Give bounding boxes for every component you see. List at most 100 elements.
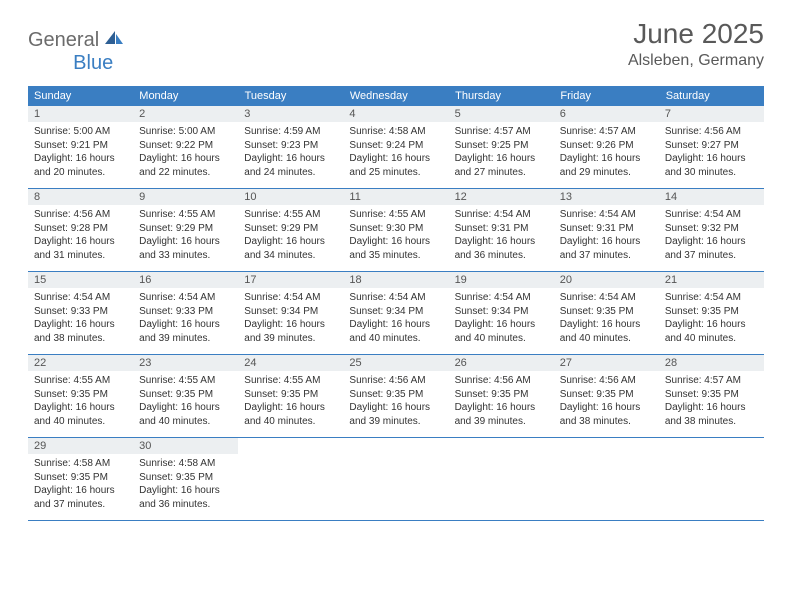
week-row: 1Sunrise: 5:00 AMSunset: 9:21 PMDaylight…: [28, 106, 764, 189]
daylight-line: Daylight: 16 hours and 40 minutes.: [349, 318, 442, 345]
sunset-line: Sunset: 9:35 PM: [455, 388, 548, 402]
day-cell: 6Sunrise: 4:57 AMSunset: 9:26 PMDaylight…: [554, 106, 659, 188]
day-body: Sunrise: 4:58 AMSunset: 9:35 PMDaylight:…: [28, 454, 133, 515]
day-cell: [238, 438, 343, 520]
weekday-tuesday: Tuesday: [239, 86, 344, 106]
sunset-line: Sunset: 9:35 PM: [34, 388, 127, 402]
daylight-line: Daylight: 16 hours and 40 minutes.: [244, 401, 337, 428]
sunrise-line: Sunrise: 4:58 AM: [139, 457, 232, 471]
week-row: 22Sunrise: 4:55 AMSunset: 9:35 PMDayligh…: [28, 355, 764, 438]
day-number: 22: [28, 355, 133, 371]
daylight-line: Daylight: 16 hours and 38 minutes.: [34, 318, 127, 345]
daylight-line: Daylight: 16 hours and 20 minutes.: [34, 152, 127, 179]
day-cell: [659, 438, 764, 520]
sunrise-line: Sunrise: 4:54 AM: [455, 291, 548, 305]
day-number: 26: [449, 355, 554, 371]
logo-text-general: General: [28, 29, 99, 52]
sunset-line: Sunset: 9:31 PM: [560, 222, 653, 236]
day-cell: 27Sunrise: 4:56 AMSunset: 9:35 PMDayligh…: [554, 355, 659, 437]
day-body: Sunrise: 4:57 AMSunset: 9:26 PMDaylight:…: [554, 122, 659, 183]
day-body: Sunrise: 4:54 AMSunset: 9:33 PMDaylight:…: [133, 288, 238, 349]
day-number: 23: [133, 355, 238, 371]
sunrise-line: Sunrise: 4:56 AM: [560, 374, 653, 388]
logo-text-blue: Blue: [73, 52, 113, 75]
sunset-line: Sunset: 9:35 PM: [139, 388, 232, 402]
sunrise-line: Sunrise: 4:56 AM: [455, 374, 548, 388]
day-cell: 21Sunrise: 4:54 AMSunset: 9:35 PMDayligh…: [659, 272, 764, 354]
day-body: Sunrise: 4:55 AMSunset: 9:29 PMDaylight:…: [133, 205, 238, 266]
day-body: Sunrise: 4:54 AMSunset: 9:35 PMDaylight:…: [659, 288, 764, 349]
daylight-line: Daylight: 16 hours and 30 minutes.: [665, 152, 758, 179]
day-number: 13: [554, 189, 659, 205]
day-number: 6: [554, 106, 659, 122]
daylight-line: Daylight: 16 hours and 40 minutes.: [34, 401, 127, 428]
day-number: 29: [28, 438, 133, 454]
sunset-line: Sunset: 9:23 PM: [244, 139, 337, 153]
sunset-line: Sunset: 9:32 PM: [665, 222, 758, 236]
day-number: 28: [659, 355, 764, 371]
day-cell: [449, 438, 554, 520]
title-block: June 2025 Alsleben, Germany: [628, 18, 764, 70]
day-number: 21: [659, 272, 764, 288]
sunset-line: Sunset: 9:35 PM: [665, 388, 758, 402]
day-cell: 7Sunrise: 4:56 AMSunset: 9:27 PMDaylight…: [659, 106, 764, 188]
day-number: 25: [343, 355, 448, 371]
day-body: Sunrise: 4:57 AMSunset: 9:35 PMDaylight:…: [659, 371, 764, 432]
sunrise-line: Sunrise: 5:00 AM: [34, 125, 127, 139]
sunrise-line: Sunrise: 4:55 AM: [139, 208, 232, 222]
week-row: 15Sunrise: 4:54 AMSunset: 9:33 PMDayligh…: [28, 272, 764, 355]
day-cell: 3Sunrise: 4:59 AMSunset: 9:23 PMDaylight…: [238, 106, 343, 188]
sunrise-line: Sunrise: 4:56 AM: [349, 374, 442, 388]
day-number: 4: [343, 106, 448, 122]
day-cell: 17Sunrise: 4:54 AMSunset: 9:34 PMDayligh…: [238, 272, 343, 354]
sunset-line: Sunset: 9:25 PM: [455, 139, 548, 153]
sunset-line: Sunset: 9:26 PM: [560, 139, 653, 153]
daylight-line: Daylight: 16 hours and 37 minutes.: [560, 235, 653, 262]
sunset-line: Sunset: 9:34 PM: [455, 305, 548, 319]
day-number: 19: [449, 272, 554, 288]
day-number: 3: [238, 106, 343, 122]
sunrise-line: Sunrise: 4:54 AM: [665, 208, 758, 222]
sunset-line: Sunset: 9:35 PM: [244, 388, 337, 402]
day-body: Sunrise: 4:54 AMSunset: 9:33 PMDaylight:…: [28, 288, 133, 349]
day-cell: [343, 438, 448, 520]
day-number: 14: [659, 189, 764, 205]
sunset-line: Sunset: 9:21 PM: [34, 139, 127, 153]
day-cell: 25Sunrise: 4:56 AMSunset: 9:35 PMDayligh…: [343, 355, 448, 437]
daylight-line: Daylight: 16 hours and 40 minutes.: [560, 318, 653, 345]
sunrise-line: Sunrise: 5:00 AM: [139, 125, 232, 139]
sunrise-line: Sunrise: 4:54 AM: [560, 208, 653, 222]
sunrise-line: Sunrise: 4:55 AM: [139, 374, 232, 388]
day-number: 27: [554, 355, 659, 371]
logo: General Blue: [28, 18, 113, 63]
day-cell: 18Sunrise: 4:54 AMSunset: 9:34 PMDayligh…: [343, 272, 448, 354]
day-body: Sunrise: 4:56 AMSunset: 9:28 PMDaylight:…: [28, 205, 133, 266]
sunrise-line: Sunrise: 4:58 AM: [34, 457, 127, 471]
day-body: Sunrise: 4:56 AMSunset: 9:35 PMDaylight:…: [554, 371, 659, 432]
sunrise-line: Sunrise: 4:55 AM: [244, 208, 337, 222]
day-number: 24: [238, 355, 343, 371]
day-number: 10: [238, 189, 343, 205]
daylight-line: Daylight: 16 hours and 40 minutes.: [665, 318, 758, 345]
day-body: Sunrise: 4:54 AMSunset: 9:34 PMDaylight:…: [238, 288, 343, 349]
day-number: 18: [343, 272, 448, 288]
daylight-line: Daylight: 16 hours and 37 minutes.: [665, 235, 758, 262]
sunrise-line: Sunrise: 4:55 AM: [349, 208, 442, 222]
day-cell: 11Sunrise: 4:55 AMSunset: 9:30 PMDayligh…: [343, 189, 448, 271]
daylight-line: Daylight: 16 hours and 36 minutes.: [139, 484, 232, 511]
daylight-line: Daylight: 16 hours and 24 minutes.: [244, 152, 337, 179]
sunset-line: Sunset: 9:27 PM: [665, 139, 758, 153]
day-number: 2: [133, 106, 238, 122]
sunset-line: Sunset: 9:29 PM: [244, 222, 337, 236]
day-number: 9: [133, 189, 238, 205]
sunset-line: Sunset: 9:29 PM: [139, 222, 232, 236]
daylight-line: Daylight: 16 hours and 34 minutes.: [244, 235, 337, 262]
day-cell: 5Sunrise: 4:57 AMSunset: 9:25 PMDaylight…: [449, 106, 554, 188]
day-body: Sunrise: 4:54 AMSunset: 9:35 PMDaylight:…: [554, 288, 659, 349]
sunset-line: Sunset: 9:28 PM: [34, 222, 127, 236]
day-number: 20: [554, 272, 659, 288]
day-number: 5: [449, 106, 554, 122]
sunrise-line: Sunrise: 4:58 AM: [349, 125, 442, 139]
sunrise-line: Sunrise: 4:57 AM: [560, 125, 653, 139]
sunset-line: Sunset: 9:35 PM: [560, 305, 653, 319]
